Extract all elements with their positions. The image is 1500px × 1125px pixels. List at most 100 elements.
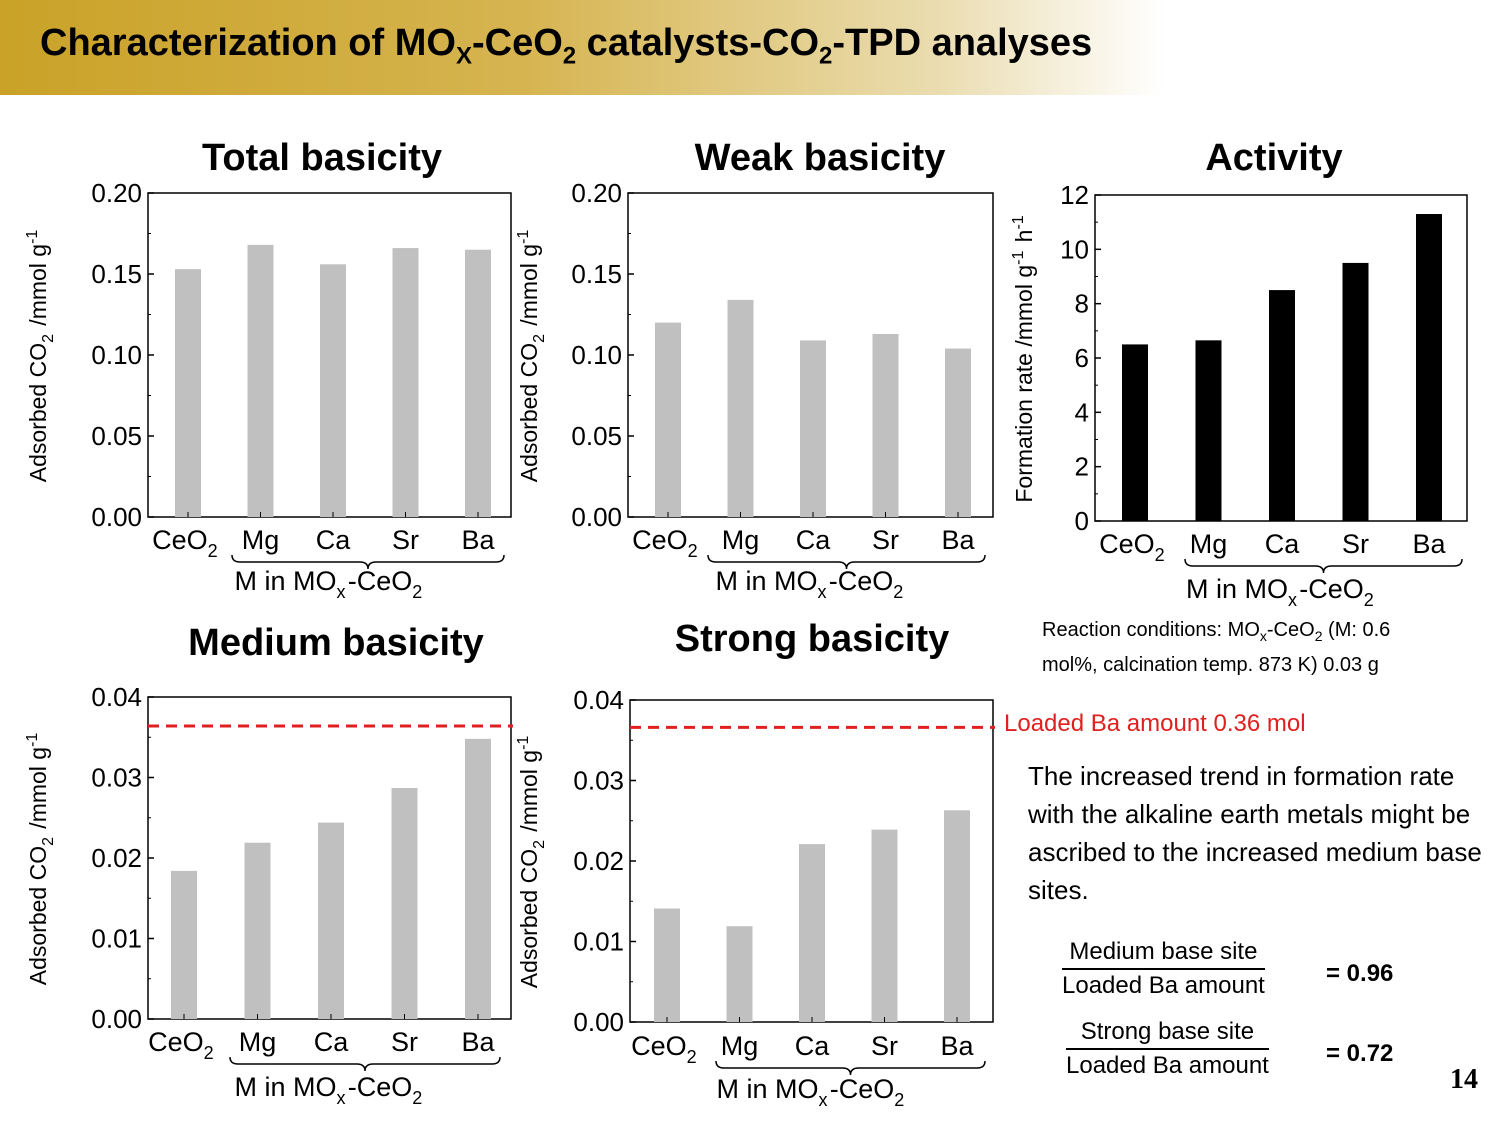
medium-y-tick-label: 0.02: [91, 843, 142, 873]
total-brace: [231, 554, 505, 570]
strong-brace: [715, 1060, 986, 1076]
total-category-label: Sr: [392, 525, 419, 555]
chart-title-weak: Weak basicity: [694, 137, 946, 179]
weak-bar-sr: [872, 333, 899, 517]
strong-y-axis-label: Adsorbed CO2 /mmol g-1: [515, 734, 548, 989]
strong-ratio-numerator: Strong base site: [1066, 1018, 1269, 1050]
medium-y-tick-label: 0.00: [91, 1004, 142, 1034]
activity-y-tick-label: 6: [1075, 343, 1089, 373]
medium-category-label: CeO2: [148, 1027, 216, 1063]
total-y-tick-label: 0.05: [91, 421, 142, 451]
medium-category-label: Mg: [239, 1027, 277, 1057]
strong-bar-mg: [726, 926, 753, 1022]
activity-category-label: Ba: [1412, 529, 1446, 559]
weak-bar-ca: [800, 340, 826, 517]
total-y-tick-label: 0.15: [91, 259, 142, 289]
activity-y-tick-label: 0: [1075, 506, 1089, 536]
medium-y-tick-label: 0.04: [91, 682, 142, 712]
slide-title: Characterization of MOX-CeO2 catalysts-C…: [40, 22, 1093, 70]
activity-bar-ca: [1269, 290, 1295, 521]
weak-category-label: Ca: [796, 525, 831, 555]
strong-y-tick-label: 0.03: [573, 766, 624, 796]
strong-y-tick-label: 0.02: [573, 846, 624, 876]
activity-category-label: Mg: [1190, 529, 1228, 559]
strong-category-label: Ca: [795, 1031, 830, 1061]
total-category-label: CeO2: [152, 525, 220, 561]
strong-x-axis-label: M in MOx -CeO2: [716, 1074, 906, 1110]
medium-bar-ca: [318, 822, 344, 1019]
weak-bar-ceo2: [655, 322, 681, 517]
total-y-tick-label: 0.00: [91, 502, 142, 532]
strong-bar-sr: [871, 829, 898, 1022]
medium-bar-ba: [465, 738, 491, 1019]
activity-brace: [1184, 558, 1463, 574]
strong-bar-ba: [944, 810, 970, 1022]
total-y-tick-label: 0.20: [91, 178, 142, 208]
weak-y-tick-label: 0.10: [571, 340, 622, 370]
medium-ratio-value: = 0.96: [1326, 960, 1394, 987]
weak-x-axis-label: M in MOx -CeO2: [715, 566, 905, 602]
activity-bar-ba: [1416, 214, 1442, 521]
total-y-axis-label: Adsorbed CO2 /mmol g-1: [24, 228, 57, 483]
total-bar-ceo2: [175, 269, 201, 517]
medium-ratio-denominator: Loaded Ba amount: [1062, 972, 1265, 999]
strong-ratio-value: = 0.72: [1326, 1040, 1394, 1067]
strong-bar-ceo2: [654, 908, 680, 1022]
activity-bar-ceo2: [1122, 344, 1148, 521]
weak-y-tick-label: 0.15: [571, 259, 622, 289]
medium-ratio-numerator: Medium base site: [1062, 938, 1265, 970]
medium-y-axis-label: Adsorbed CO2 /mmol g-1: [24, 731, 57, 986]
total-x-axis-label: M in MOx -CeO2: [234, 566, 424, 602]
total-category-label: Ba: [461, 525, 495, 555]
chart-title-strong: Strong basicity: [674, 618, 950, 660]
medium-bar-sr: [391, 787, 418, 1019]
weak-y-tick-label: 0.00: [571, 502, 622, 532]
weak-y-tick-label: 0.05: [571, 421, 622, 451]
total-y-tick-label: 0.10: [91, 340, 142, 370]
medium-bar-mg: [244, 842, 271, 1019]
medium-ratio-fraction: Medium base site Loaded Ba amount: [1062, 938, 1265, 1000]
page-number: 14: [1450, 1064, 1478, 1095]
title-banner: [0, 0, 1165, 95]
medium-category-label: Sr: [391, 1027, 418, 1057]
activity-x-axis-label: M in MOx -CeO2: [1186, 574, 1376, 610]
medium-y-tick-label: 0.01: [91, 924, 142, 954]
total-category-label: Mg: [242, 525, 280, 555]
weak-bar-ba: [945, 348, 971, 517]
strong-category-label: Sr: [871, 1031, 898, 1061]
activity-y-tick-label: 12: [1060, 180, 1089, 210]
activity-category-label: Sr: [1342, 529, 1369, 559]
medium-category-label: Ca: [314, 1027, 349, 1057]
strong-y-tick-label: 0.01: [573, 927, 624, 957]
weak-category-label: CeO2: [632, 525, 700, 561]
strong-ratio-fraction: Strong base site Loaded Ba amount: [1066, 1018, 1269, 1080]
weak-y-axis-label: Adsorbed CO2 /mmol g-1: [515, 228, 548, 483]
strong-category-label: Mg: [721, 1031, 759, 1061]
activity-bar-mg: [1195, 340, 1222, 521]
medium-brace: [229, 1056, 501, 1072]
chart-title-activity: Activity: [1205, 137, 1343, 179]
medium-y-tick-label: 0.03: [91, 763, 142, 793]
weak-brace: [707, 554, 986, 570]
conclusion-text: The increased trend in formation rate wi…: [1028, 761, 1482, 905]
weak-category-label: Sr: [872, 525, 899, 555]
strong-ratio-denominator: Loaded Ba amount: [1066, 1052, 1269, 1079]
weak-category-label: Ba: [941, 525, 975, 555]
activity-bar-sr: [1342, 262, 1369, 521]
activity-y-tick-label: 10: [1060, 234, 1089, 264]
weak-category-label: Mg: [722, 525, 760, 555]
strong-y-tick-label: 0.04: [573, 685, 624, 715]
medium-x-axis-label: M in MOx -CeO2: [234, 1072, 424, 1108]
reaction-conditions: Reaction conditions: MOx-CeO2 (M: 0.6 mo…: [1042, 619, 1391, 676]
activity-y-tick-label: 8: [1075, 289, 1089, 319]
chart-title-medium: Medium basicity: [188, 622, 484, 664]
strong-category-label: Ba: [940, 1031, 974, 1061]
strong-y-tick-label: 0.00: [573, 1007, 624, 1037]
activity-category-label: Ca: [1265, 529, 1300, 559]
medium-category-label: Ba: [461, 1027, 495, 1057]
total-bar-ba: [465, 249, 491, 517]
